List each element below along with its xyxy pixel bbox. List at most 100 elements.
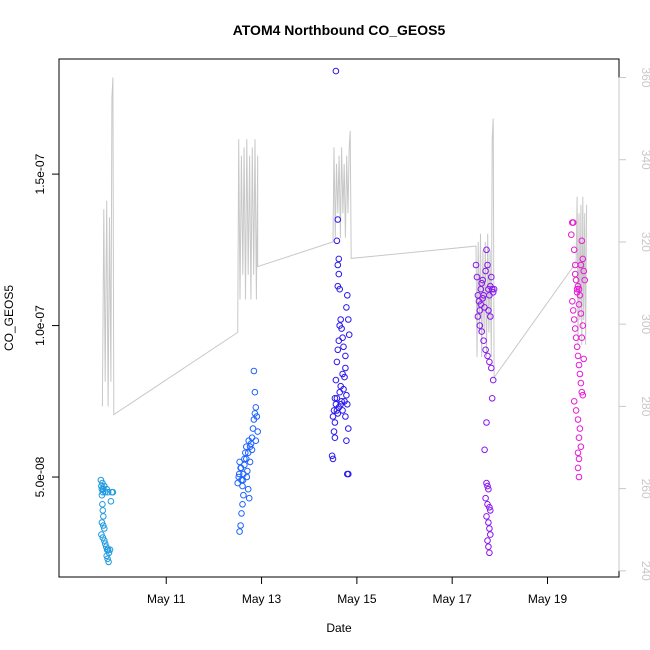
- y-right-tick-label: 300: [639, 314, 650, 334]
- y-right-tick-label: 260: [639, 479, 650, 499]
- data-point: [478, 279, 486, 287]
- data-point: [334, 261, 342, 269]
- data-point: [338, 398, 345, 405]
- data-point: [248, 446, 256, 454]
- data-point: [483, 479, 490, 487]
- data-point: [243, 473, 251, 481]
- y-axis-label: CO_GEOS5: [2, 285, 16, 351]
- data-point: [339, 334, 346, 342]
- data-point: [570, 316, 578, 323]
- data-point: [576, 425, 584, 432]
- data-point: [485, 519, 492, 526]
- data-point: [477, 285, 485, 293]
- data-point: [251, 388, 259, 396]
- data-point: [334, 346, 342, 354]
- data-point: [569, 298, 576, 305]
- data-point: [329, 455, 337, 463]
- data-point: [578, 237, 586, 245]
- data-point: [252, 437, 260, 445]
- data-point: [239, 501, 246, 508]
- data-point: [101, 537, 108, 544]
- data-point: [577, 443, 585, 451]
- x-axis-label: Date: [326, 621, 352, 635]
- data-point: [335, 255, 343, 263]
- data-point: [487, 313, 494, 320]
- data-point: [338, 325, 345, 332]
- data-point: [331, 434, 339, 442]
- data-point: [581, 276, 589, 284]
- data-point: [472, 261, 480, 269]
- data-point: [485, 307, 492, 314]
- data-point: [574, 464, 582, 472]
- series-group: [97, 476, 117, 566]
- data-point: [577, 379, 585, 387]
- data-point: [579, 391, 587, 399]
- data-point: [103, 485, 110, 493]
- data-point: [486, 358, 493, 366]
- data-point: [332, 67, 340, 75]
- y-left-tick-label: 5.0e-08: [33, 456, 47, 497]
- data-point: [575, 473, 583, 481]
- data-point: [343, 437, 350, 445]
- y-axis-right: 240 260 280 300 320 340 360: [618, 67, 650, 581]
- y-axis-left: 5.0e-08 1.0e-07 1.5e-07: [33, 153, 60, 497]
- data-point: [101, 540, 109, 548]
- data-point: [242, 449, 249, 457]
- y-right-tick-label: 240: [639, 561, 650, 581]
- data-point: [571, 325, 579, 332]
- data-point: [575, 434, 583, 442]
- x-tick-label: May 15: [337, 592, 377, 606]
- data-point: [488, 364, 495, 372]
- data-point: [580, 267, 588, 275]
- data-point: [343, 304, 350, 311]
- overlay-line-group: [101, 77, 588, 416]
- chart-title: ATOM4 Northbound CO_GEOS5: [233, 22, 446, 38]
- data-point: [474, 313, 482, 320]
- data-point: [337, 316, 345, 323]
- data-point: [573, 289, 581, 296]
- data-point: [98, 531, 105, 538]
- data-point: [484, 261, 491, 269]
- series-group: [234, 367, 262, 535]
- data-point: [479, 276, 487, 284]
- data-point: [473, 273, 481, 281]
- data-point: [573, 343, 581, 351]
- data-point: [332, 376, 340, 384]
- x-tick-label: May 11: [147, 592, 186, 606]
- data-point: [484, 352, 491, 360]
- data-point: [345, 331, 353, 339]
- data-point: [484, 537, 491, 544]
- data-point: [339, 370, 346, 378]
- data-point: [249, 425, 257, 432]
- data-point: [342, 413, 349, 420]
- data-point: [331, 419, 339, 426]
- series-group: [568, 219, 589, 481]
- data-point: [334, 410, 342, 417]
- data-point: [244, 485, 252, 493]
- data-point: [109, 488, 117, 496]
- data-point: [345, 470, 352, 478]
- data-point: [243, 443, 250, 451]
- data-point: [574, 352, 582, 360]
- data-point: [340, 343, 347, 351]
- data-point: [107, 498, 115, 505]
- data-point: [333, 395, 341, 402]
- data-point: [578, 334, 586, 342]
- y-right-tick-label: 360: [639, 67, 650, 87]
- x-axis: May 11 May 13 May 15 May 17 May 19: [147, 576, 568, 606]
- data-point: [482, 267, 489, 275]
- data-point: [483, 246, 490, 254]
- data-point: [236, 458, 243, 466]
- data-point: [489, 289, 497, 296]
- data-point: [105, 558, 112, 566]
- data-point: [580, 355, 588, 363]
- data-point: [104, 555, 111, 563]
- data-point: [576, 370, 584, 378]
- data-point: [487, 507, 494, 514]
- data-points: [97, 67, 589, 566]
- data-point: [252, 404, 260, 411]
- data-point: [490, 285, 498, 293]
- data-point: [335, 270, 343, 278]
- data-point: [101, 525, 108, 532]
- data-point: [574, 416, 582, 423]
